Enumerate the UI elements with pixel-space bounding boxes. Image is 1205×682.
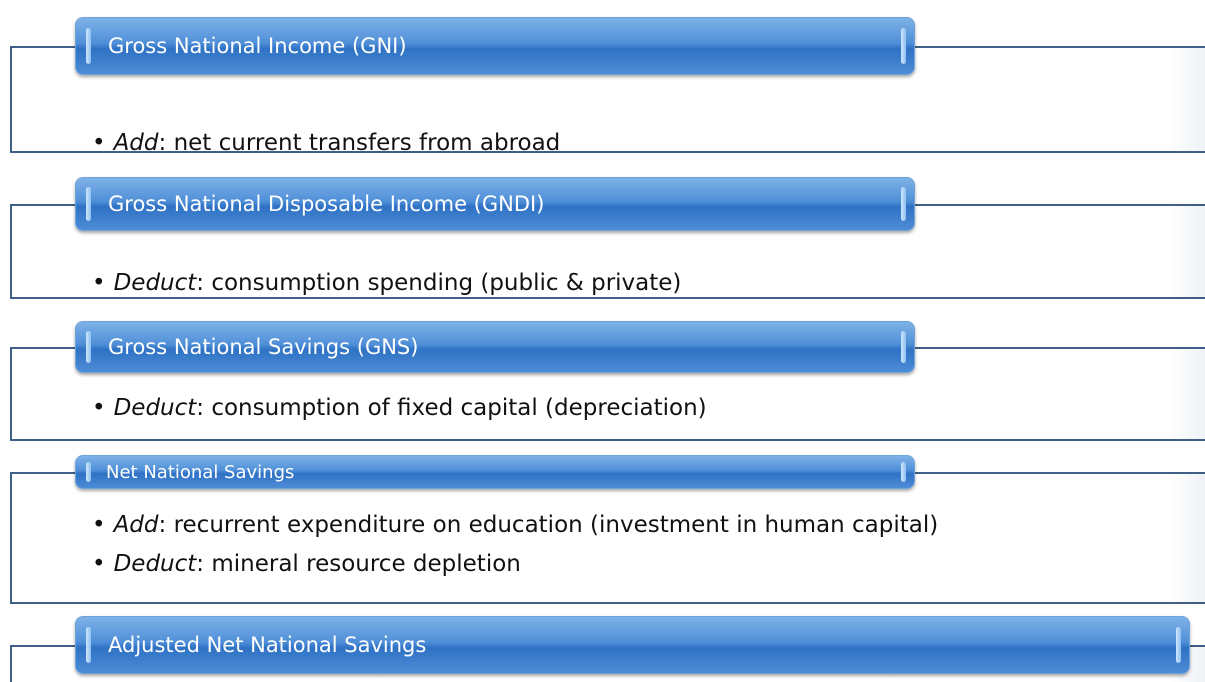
section-header: Gross National Disposable Income (GNDI) — [75, 177, 915, 231]
bullet-item: • Deduct: consumption spending (public & … — [92, 270, 681, 296]
section-header: Gross National Income (GNI) — [75, 17, 915, 75]
bullet-text: : mineral resource depletion — [196, 551, 521, 577]
bullet-verb: Add — [113, 130, 159, 156]
section-header: Adjusted Net National Savings — [75, 616, 1190, 674]
bullet-item: • Add: recurrent expenditure on education… — [92, 512, 938, 538]
header-tab — [901, 331, 906, 363]
header-tab — [86, 331, 91, 363]
header-tab — [901, 28, 906, 64]
section-header: Net National Savings — [75, 455, 915, 489]
header-tab — [86, 461, 91, 483]
bullet: • — [92, 270, 106, 296]
header-tab — [901, 461, 906, 483]
bullet-item: • Deduct: mineral resource depletion — [92, 551, 521, 577]
section-title: Net National Savings — [106, 461, 295, 483]
bullet-verb: Deduct — [113, 395, 197, 421]
section-title: Gross National Income (GNI) — [108, 34, 407, 58]
bullet-item: • Add: net current transfers from abroad — [92, 130, 560, 156]
bullet-verb: Deduct — [113, 551, 197, 577]
header-tab — [86, 28, 91, 64]
header-tab — [86, 627, 91, 663]
section-frame — [10, 472, 1205, 604]
header-tab — [86, 187, 91, 221]
bullet: • — [92, 130, 106, 156]
bullet: • — [92, 395, 106, 421]
bullet-text: : consumption of fixed capital (deprecia… — [196, 395, 707, 421]
section-title: Gross National Savings (GNS) — [108, 335, 419, 359]
bullet-text: : consumption spending (public & private… — [196, 270, 682, 296]
header-tab — [1176, 627, 1181, 663]
bullet-text: : net current transfers from abroad — [158, 130, 561, 156]
bullet-verb: Add — [113, 512, 159, 538]
header-tab — [901, 187, 906, 221]
bullet-text: : recurrent expenditure on education (in… — [158, 512, 939, 538]
bullet: • — [92, 512, 106, 538]
bullet-item: • Deduct: consumption of fixed capital (d… — [92, 395, 707, 421]
section-title: Adjusted Net National Savings — [108, 633, 427, 657]
bullet-verb: Deduct — [113, 270, 197, 296]
bullet: • — [92, 551, 106, 577]
section-title: Gross National Disposable Income (GNDI) — [108, 192, 545, 216]
section-header: Gross National Savings (GNS) — [75, 321, 915, 373]
